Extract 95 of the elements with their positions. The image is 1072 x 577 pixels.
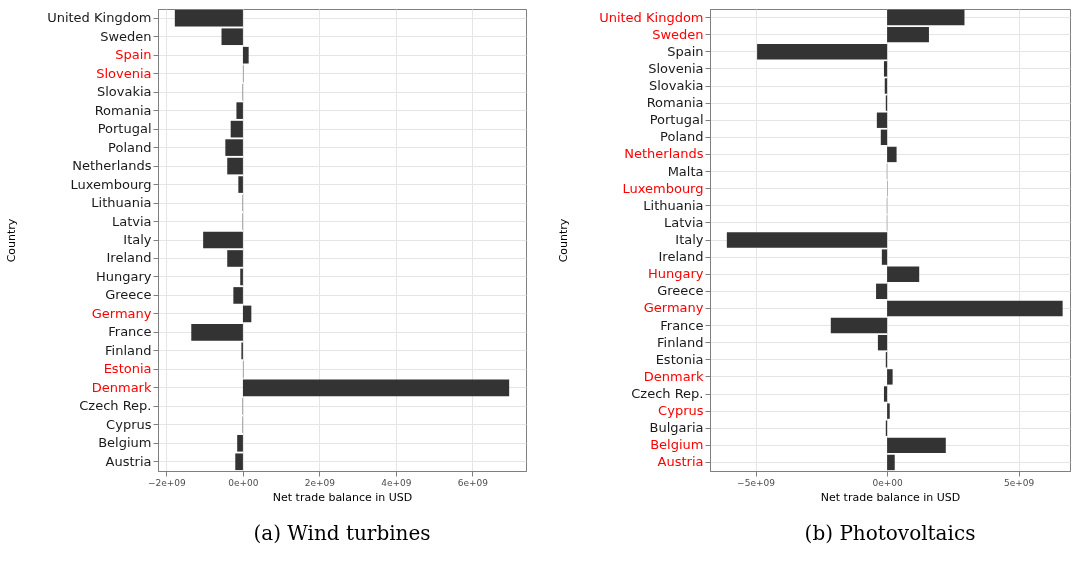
x-axis-title: Net trade balance in USD [272,490,413,504]
bar [242,379,510,397]
y-tick-label: Netherlands [72,158,152,174]
x-tick-label: 4e+09 [381,477,412,488]
bar [880,129,888,146]
bar [233,287,243,304]
y-tick-label: Latvia [111,213,152,229]
bar [230,120,243,138]
x-tick-label: −2e+09 [148,477,187,488]
y-tick-label: France [108,324,152,340]
bar [242,46,249,64]
y-tick-label: Italy [123,232,152,247]
y-tick-label: Finland [105,342,152,358]
bar [830,317,888,334]
bar [191,324,243,341]
y-tick-label: Sweden [100,28,152,44]
y-tick-label: Cyprus [658,403,704,419]
y-tick-label: Slovenia [648,60,704,76]
y-tick-label: Greece [105,287,152,303]
bar [242,305,252,323]
y-tick-label: Hungary [647,266,704,282]
y-tick-label: Ireland [106,250,152,266]
y-tick-label: Estonia [103,361,152,377]
bar [887,369,893,385]
bar [887,437,946,454]
y-axis-title: Country [5,218,19,263]
bar [876,283,888,300]
x-tick-label: 0e+00 [228,477,259,488]
x-tick-label: 5e+09 [1004,477,1035,488]
y-tick-label: Poland [108,139,152,155]
y-tick-label: Czech Rep. [79,398,152,414]
y-tick-label: Luxembourg [622,180,704,196]
y-tick-label: Slovenia [96,65,152,81]
x-tick-label: 0e+00 [872,477,903,488]
y-tick-label: Austria [657,454,704,470]
y-tick-label: France [660,317,704,333]
bar [757,44,888,60]
y-tick-label: Italy [675,232,704,247]
y-tick-label: Estonia [655,351,704,367]
bar [227,157,243,175]
y-axis-title: Country [557,218,571,263]
text: (a) Wind turbines [253,521,431,545]
x-tick-label: 2e+09 [304,477,336,488]
y-tick-label: Finland [657,334,704,350]
y-tick-label: Austria [105,453,152,469]
y-tick-label: United Kingdom [47,10,152,26]
y-tick-label: Germany [643,300,704,316]
y-tick-label: Denmark [643,368,704,384]
y-tick-label: Romania [646,95,704,111]
bar [883,386,888,402]
y-tick-label: Hungary [95,268,152,284]
y-tick-label: Sweden [652,26,704,42]
y-tick-label: Slovakia [648,78,704,93]
x-axis-title: Net trade balance in USD [820,490,961,504]
y-tick-label: Cyprus [106,416,152,432]
y-tick-label: Romania [94,102,152,118]
bar [236,102,243,119]
y-tick-label: Denmark [91,379,152,395]
y-tick-label: Greece [657,283,704,299]
y-tick-label: Bulgaria [649,420,704,436]
bar [887,403,890,419]
y-tick-label: Luxembourg [70,176,152,192]
bar [876,112,888,128]
y-tick-label: Portugal [97,121,152,137]
y-tick-label: Spain [667,43,704,59]
y-tick-label: Netherlands [624,146,704,162]
y-tick-label: Lithuania [91,195,152,211]
bar [225,139,243,156]
bar [203,231,243,249]
y-tick-label: Belgium [650,437,704,453]
y-tick-label: Belgium [98,435,152,451]
y-tick-label: Ireland [658,249,704,265]
x-tick-label: 6e+09 [457,477,489,488]
bar [877,334,888,351]
y-tick-label: Spain [115,47,152,63]
bar [887,9,965,26]
x-tick-label: −5e+09 [737,477,776,488]
bar [887,454,895,471]
bar [240,268,243,286]
bar [887,266,920,282]
bar [227,250,243,267]
y-tick-label: Malta [667,163,704,179]
bar [887,146,897,163]
y-tick-label: Latvia [663,214,704,230]
text: (b) Photovoltaics [804,521,976,545]
bar [887,300,1063,317]
y-tick-label: Portugal [649,112,704,128]
y-tick-label: Lithuania [643,197,704,213]
bar [887,26,929,43]
y-tick-label: Germany [91,305,152,321]
y-tick-label: Poland [660,129,704,145]
y-tick-label: Slovakia [96,84,152,100]
bar [238,176,243,193]
y-tick-label: United Kingdom [599,9,704,25]
y-tick-label: Czech Rep. [631,386,704,401]
